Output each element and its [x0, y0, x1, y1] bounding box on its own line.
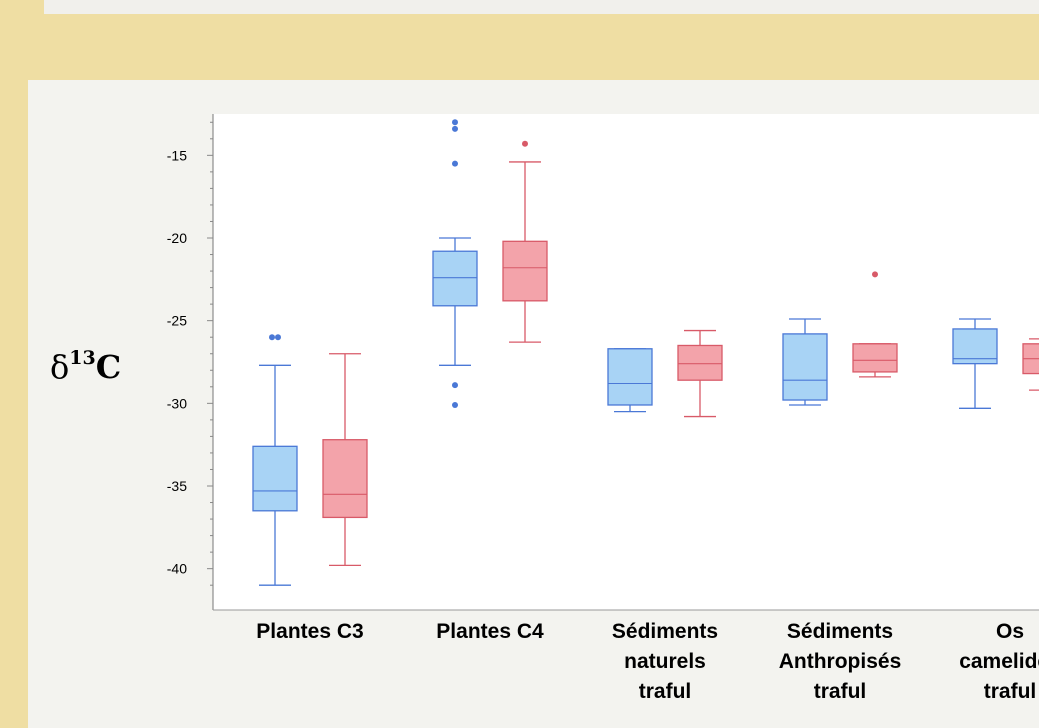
outlier-point	[452, 382, 458, 389]
x-category-label: Sédiments Anthropisés traful	[778, 620, 902, 703]
x-category-label: Plantes C3	[256, 620, 364, 643]
box-red	[677, 329, 723, 418]
iqr-box	[502, 240, 548, 302]
iqr-box	[677, 344, 723, 381]
x-category-label: Plantes C4	[436, 620, 544, 643]
y-tick-label: -15	[167, 147, 187, 163]
outlier-point	[275, 334, 281, 341]
iqr-box	[852, 343, 898, 373]
box-red	[852, 271, 898, 378]
iqr-box	[252, 445, 298, 512]
y-tick-label: -35	[167, 478, 187, 494]
y-tick-label: -25	[167, 313, 187, 329]
box-blue	[607, 348, 653, 413]
outlier-point	[872, 271, 878, 278]
y-axis-title: δ13C	[50, 347, 122, 386]
y-tick-label: -20	[167, 230, 187, 246]
iqr-box	[322, 439, 368, 519]
outlier-point	[452, 125, 458, 132]
box-blue	[432, 119, 478, 408]
x-category-label: Sédiments naturels traful	[611, 620, 719, 703]
box-blue	[252, 334, 298, 586]
iqr-box	[607, 348, 653, 406]
y-tick-label: -30	[167, 395, 187, 411]
outlier-point	[269, 334, 275, 341]
outlier-point	[522, 140, 528, 147]
box-blue	[952, 318, 998, 409]
outlier-point	[452, 160, 458, 167]
iqr-box	[432, 250, 478, 307]
box-blue	[782, 318, 828, 406]
box-red	[322, 353, 368, 567]
y-tick-label: -40	[167, 561, 187, 577]
box-red	[1022, 338, 1039, 391]
iqr-box	[952, 328, 998, 365]
outlier-point	[452, 401, 458, 408]
box-red	[502, 140, 548, 343]
x-category-label: Os camelidés traful	[959, 620, 1039, 703]
top-strip	[44, 0, 1039, 14]
iqr-box	[782, 333, 828, 401]
outlier-point	[452, 119, 458, 126]
